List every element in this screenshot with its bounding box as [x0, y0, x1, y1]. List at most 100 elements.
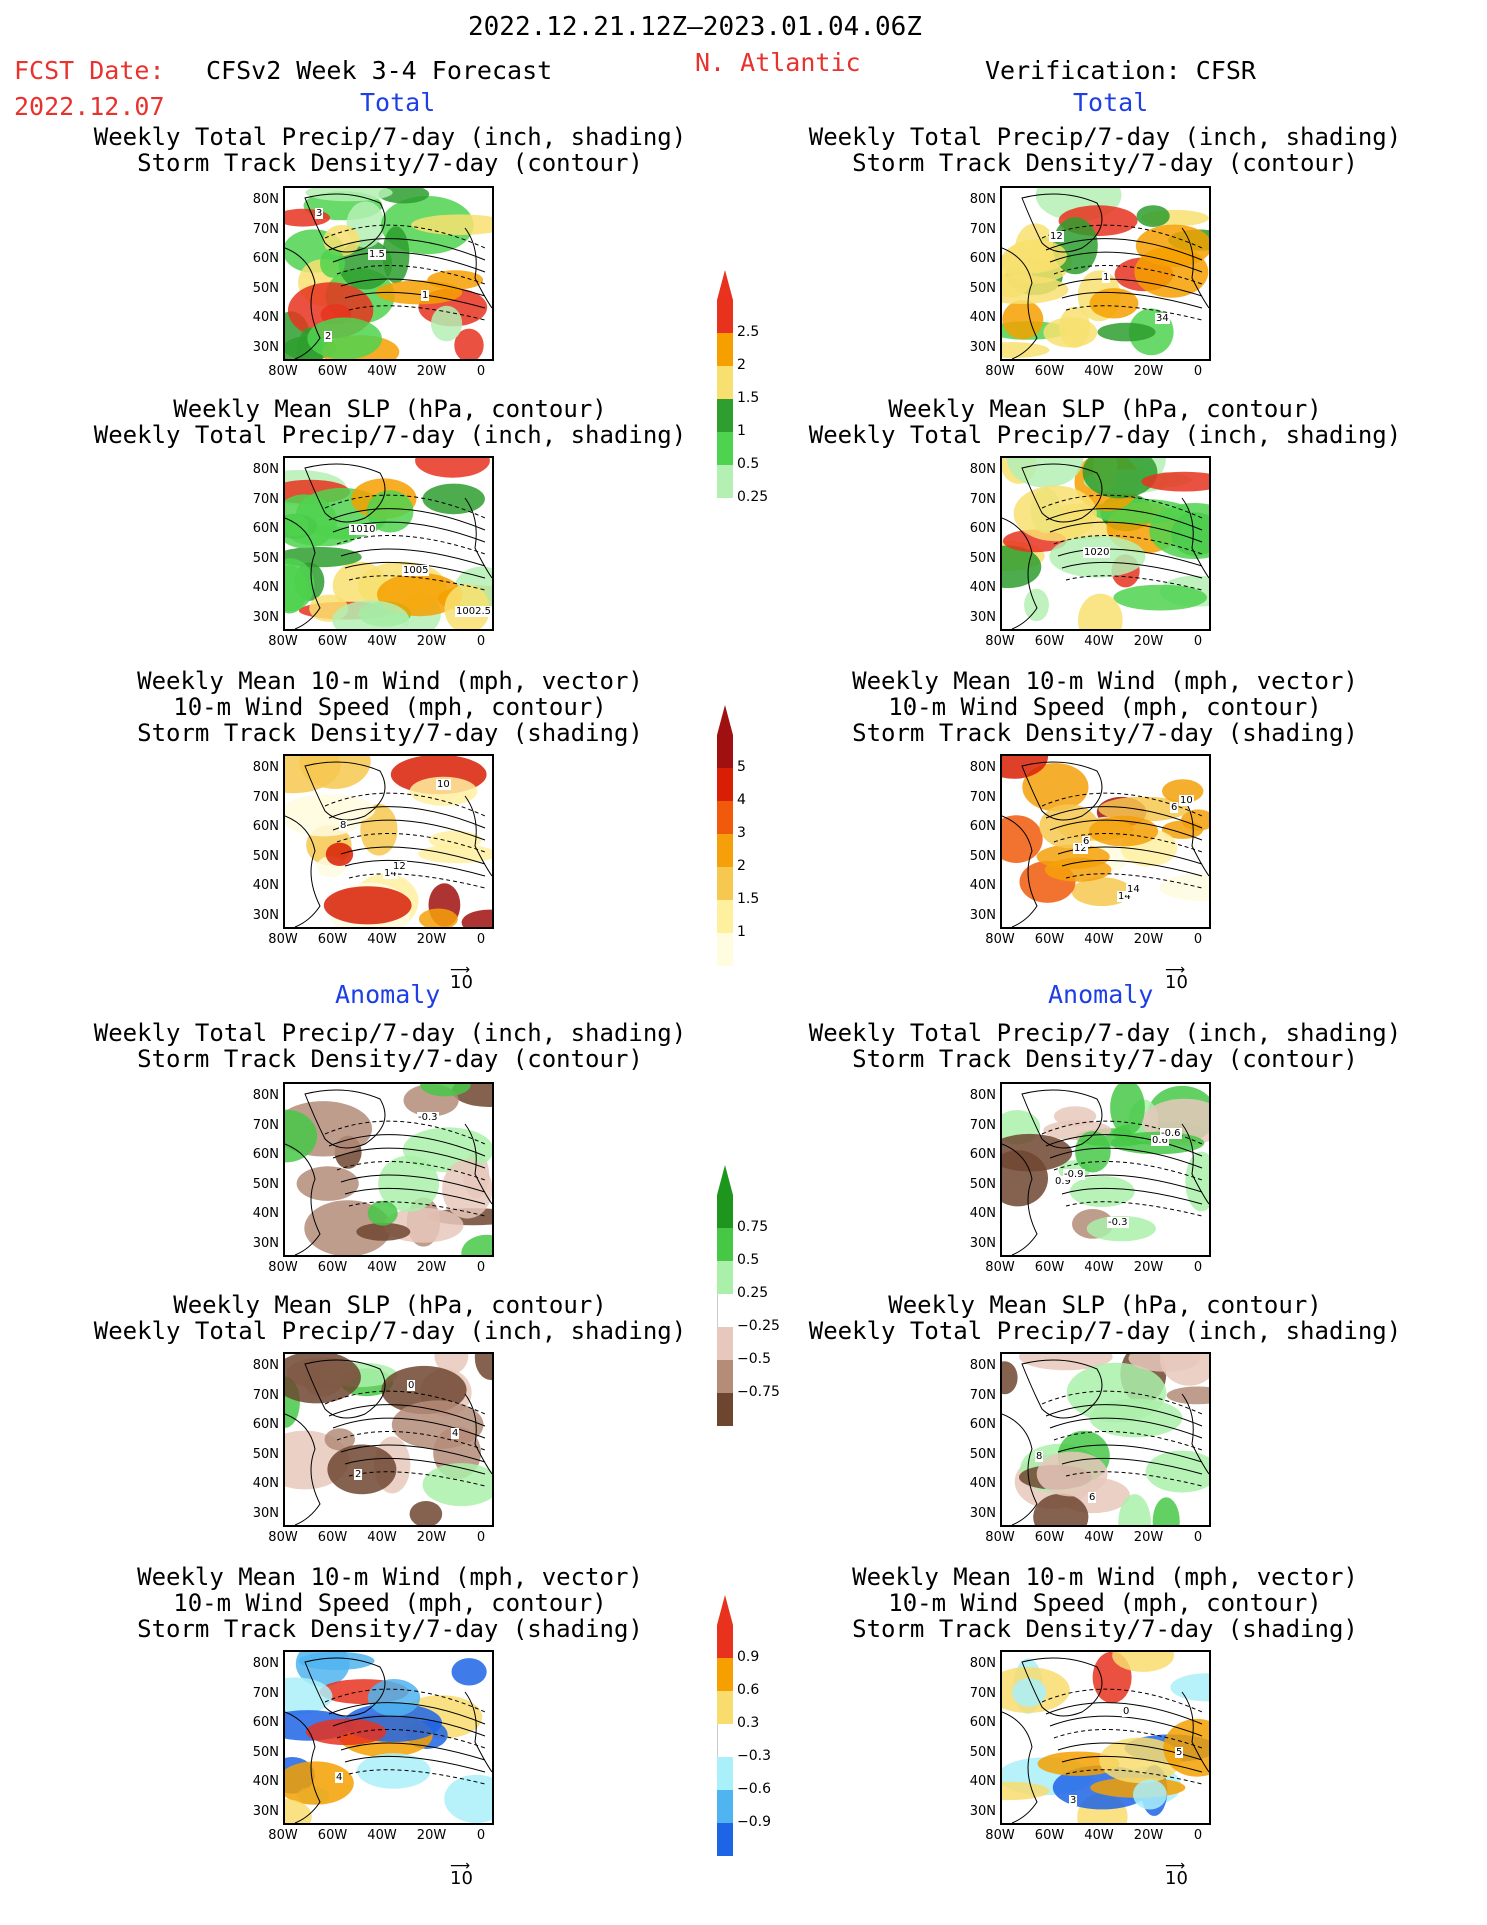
lon-tick-label: 40W [1084, 364, 1114, 379]
lon-tick-label: 60W [1034, 364, 1065, 379]
colorbar-label: 1.5 [737, 891, 760, 907]
lon-tick-label: 0 [476, 1260, 486, 1275]
lat-tick-label: 80N [969, 1358, 996, 1373]
panel-title-line: Weekly Total Precip/7-day (inch, shading… [93, 123, 687, 151]
colorbar-segment [717, 735, 733, 768]
contour-label: 4 [335, 1772, 344, 1783]
lat-tick-label: 80N [252, 462, 279, 477]
colorbar-label: 0.25 [737, 489, 769, 505]
lon-tick-label: 20W [416, 1530, 447, 1545]
lon-tick-label: 40W [367, 1260, 397, 1275]
colorbar-segment [717, 1195, 733, 1228]
lat-tick-label: 40N [252, 580, 279, 595]
colorbar-segment [717, 1327, 733, 1360]
lat-tick-label: 40N [252, 1476, 279, 1491]
contour-label: 2 [354, 1469, 363, 1480]
lon-tick-label: 0 [1193, 364, 1203, 379]
map-fc-total-p1[interactable]: 3 1.5 1 2 [283, 186, 494, 361]
lat-tick-label: 30N [252, 1803, 279, 1819]
lon-tick-label: 80W [268, 1530, 298, 1545]
map-ob-total-p1[interactable]: 12 1 34 [1000, 186, 1211, 361]
contour-label: -0.3 [417, 1112, 439, 1123]
contour-label: 8 [339, 820, 348, 831]
map-ob-anom-p3[interactable]: 3 0 5 [1000, 1650, 1211, 1825]
colorbar-label: −0.25 [737, 1318, 780, 1334]
lon-tick-label: 20W [416, 364, 447, 379]
panel-title-line: Storm Track Density/7-day (contour) [852, 1045, 1358, 1073]
lat-tick-label: 50N [252, 848, 279, 864]
panel-title-line: Storm Track Density/7-day (shading) [852, 1615, 1358, 1643]
colorbar-segment [717, 1790, 733, 1823]
contour-label: 6 [1170, 802, 1179, 813]
map-ob-total-p3[interactable]: 14 6 12 14 10 6 [1000, 754, 1211, 929]
lon-tick-label: 0 [476, 932, 486, 947]
lon-tick-label: 0 [1193, 1828, 1203, 1843]
lon-tick-label: 80W [268, 1828, 298, 1843]
colorbar-arrow-top [717, 270, 733, 300]
contour-label: 6 [1082, 836, 1091, 847]
colorbar-label: −0.3 [737, 1748, 771, 1764]
colorbar-segment [717, 1228, 733, 1261]
panel-title-line: Storm Track Density/7-day (contour) [137, 149, 643, 177]
colorbar-segment [717, 366, 733, 399]
lat-tick-label: 60N [969, 1417, 996, 1432]
lat-tick-label: 50N [969, 1176, 996, 1192]
lat-tick-label: 60N [252, 1715, 279, 1730]
lon-tick-label: 80W [985, 1530, 1015, 1545]
colorbar-label: 3 [737, 825, 746, 841]
lat-tick-label: 50N [969, 1744, 996, 1760]
map-fc-total-p2[interactable]: 1010 1005 1002.5 [283, 456, 494, 631]
map-ob-total-p2[interactable]: 1020 [1000, 456, 1211, 631]
contour-label: 1 [1102, 272, 1111, 283]
forecast-total-label: Total [360, 88, 436, 117]
contour-label: 10 [1179, 795, 1194, 806]
lat-tick-label: 50N [969, 848, 996, 864]
contour-label: 0 [1122, 1706, 1131, 1717]
colorbar-label: 0.6 [737, 1682, 760, 1698]
lon-tick-label: 0 [1193, 1260, 1203, 1275]
lat-tick-label: 80N [969, 462, 996, 477]
lat-tick-label: 80N [969, 192, 996, 207]
panel-title-line: 10-m Wind Speed (mph, contour) [888, 693, 1322, 721]
lon-tick-label: 40W [1084, 932, 1114, 947]
lat-tick-label: 70N [969, 1117, 996, 1133]
lon-tick-label: 60W [317, 364, 348, 379]
lon-tick-label: 0 [1193, 634, 1203, 649]
colorbar-label: 1 [737, 924, 746, 940]
date-range-title: 2022.12.21.12Z–2023.01.04.06Z [468, 12, 922, 42]
lat-tick-label: 60N [969, 251, 996, 266]
lat-tick-label: 50N [252, 550, 279, 566]
map-fc-anom-p3[interactable]: 4 [283, 1650, 494, 1825]
lon-tick-label: 40W [1084, 1530, 1114, 1545]
colorbar-label: 2 [737, 357, 746, 373]
fcst-date-value: 2022.12.07 [14, 92, 165, 121]
map-fc-anom-p1[interactable]: -0.3 [283, 1082, 494, 1257]
verification-title: Verification: CFSR [985, 56, 1256, 85]
contour-label: 12 [1073, 843, 1088, 854]
colorbar-segment [717, 1658, 733, 1691]
colorbar-label: 2 [737, 858, 746, 874]
lat-tick-label: 50N [969, 1446, 996, 1462]
lat-tick-label: 50N [969, 280, 996, 296]
lat-tick-label: 40N [969, 1774, 996, 1789]
lon-tick-label: 40W [1084, 1828, 1114, 1843]
lon-tick-label: 20W [1133, 364, 1164, 379]
map-ob-anom-p1[interactable]: 0.6 0.9 -0.3 -0.6 -0.9 [1000, 1082, 1211, 1257]
contour-label: 1 [421, 290, 430, 301]
lat-tick-label: 30N [252, 1505, 279, 1521]
colorbar-arrow-top [717, 1595, 733, 1625]
contour-label: 12 [1049, 231, 1064, 242]
lat-tick-label: 70N [969, 1685, 996, 1701]
lat-tick-label: 40N [969, 1206, 996, 1221]
lat-tick-label: 30N [969, 1505, 996, 1521]
panel-title-line: Weekly Total Precip/7-day (inch, shading… [808, 1019, 1402, 1047]
panel-title-line: Weekly Total Precip/7-day (inch, shading… [93, 1019, 687, 1047]
lon-tick-label: 60W [1034, 1530, 1065, 1545]
lon-tick-label: 60W [317, 1530, 348, 1545]
map-fc-total-p3[interactable]: 14 10 8 12 [283, 754, 494, 929]
panel-title-ob-total-p3: Weekly Mean 10-m Wind (mph, vector) 10-m … [805, 668, 1405, 746]
panel-title-fc-total-p2: Weekly Mean SLP (hPa, contour) Weekly Tot… [90, 396, 690, 448]
map-fc-anom-p2[interactable]: 4 2 0 [283, 1352, 494, 1527]
contour-label: 14 [1126, 884, 1141, 895]
